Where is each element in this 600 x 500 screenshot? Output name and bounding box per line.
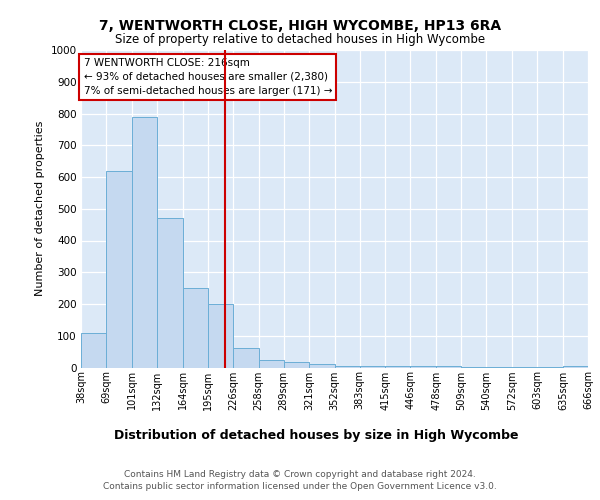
Bar	[436, 366, 461, 368]
Text: Contains HM Land Registry data © Crown copyright and database right 2024.: Contains HM Land Registry data © Crown c…	[124, 470, 476, 479]
Bar	[259, 360, 284, 368]
Text: 7, WENTWORTH CLOSE, HIGH WYCOMBE, HP13 6RA: 7, WENTWORTH CLOSE, HIGH WYCOMBE, HP13 6…	[99, 18, 501, 32]
Bar	[461, 367, 486, 368]
Bar	[512, 367, 537, 368]
Text: Contains public sector information licensed under the Open Government Licence v3: Contains public sector information licen…	[103, 482, 497, 491]
Bar	[310, 364, 335, 368]
Y-axis label: Number of detached properties: Number of detached properties	[35, 121, 45, 296]
Bar	[385, 366, 410, 368]
Bar	[208, 304, 233, 368]
Bar	[359, 366, 385, 368]
Text: Distribution of detached houses by size in High Wycombe: Distribution of detached houses by size …	[114, 430, 519, 442]
Text: 7 WENTWORTH CLOSE: 216sqm
← 93% of detached houses are smaller (2,380)
7% of sem: 7 WENTWORTH CLOSE: 216sqm ← 93% of detac…	[83, 58, 332, 96]
Bar	[284, 362, 310, 368]
Bar	[537, 367, 563, 368]
Bar	[486, 367, 512, 368]
Bar	[183, 288, 208, 368]
Bar	[410, 366, 436, 368]
Bar	[132, 116, 157, 368]
Bar	[563, 366, 588, 368]
Text: Size of property relative to detached houses in High Wycombe: Size of property relative to detached ho…	[115, 34, 485, 46]
Bar	[106, 170, 132, 368]
Bar	[233, 348, 259, 368]
Bar	[335, 366, 359, 368]
Bar	[157, 218, 183, 368]
Bar	[81, 332, 106, 368]
